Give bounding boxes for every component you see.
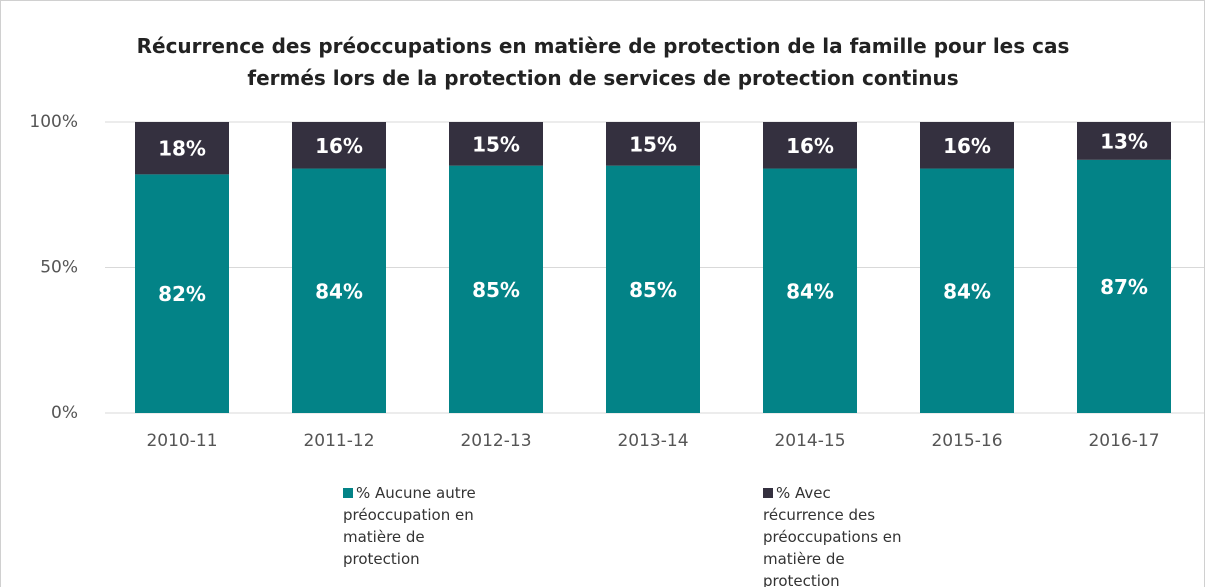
- bar-segment: [135, 122, 229, 175]
- y-tick-label: 50%: [40, 258, 78, 278]
- data-label: 84%: [786, 279, 834, 303]
- x-tick-label: 2011-12: [303, 431, 374, 451]
- data-label: 16%: [786, 134, 834, 158]
- data-label: 82%: [158, 282, 206, 306]
- x-tick-label: 2014-15: [774, 431, 845, 451]
- x-tick-label: 2016-17: [1088, 431, 1159, 451]
- data-label: 85%: [629, 278, 677, 302]
- legend-swatch: [343, 488, 353, 498]
- bar-segment: [449, 122, 543, 166]
- bar-segment: [920, 122, 1014, 169]
- legend-item: % Avec récurrence des préoccupations en …: [763, 482, 913, 587]
- bar-segment: [449, 165, 543, 413]
- legend-swatch: [763, 488, 773, 498]
- bar-segment: [763, 122, 857, 169]
- bar-segment: [920, 168, 1014, 413]
- y-tick-label: 100%: [29, 112, 78, 132]
- data-label: 16%: [943, 134, 991, 158]
- x-tick-label: 2010-11: [146, 431, 217, 451]
- data-label: 18%: [158, 137, 206, 161]
- x-tick-label: 2015-16: [931, 431, 1002, 451]
- y-tick-label: 0%: [51, 403, 78, 423]
- data-label: 15%: [472, 132, 520, 156]
- x-tick-label: 2013-14: [617, 431, 688, 451]
- x-tick-label: 2012-13: [460, 431, 531, 451]
- legend-label: % Aucune autre préoccupation en matière …: [343, 484, 476, 568]
- data-label: 13%: [1100, 129, 1148, 153]
- data-label: 84%: [315, 279, 363, 303]
- bar-segment: [1077, 159, 1171, 413]
- data-label: 15%: [629, 132, 677, 156]
- bar-segment: [1077, 122, 1171, 160]
- bar-segment: [606, 122, 700, 166]
- chart-title: Récurrence des préoccupations en matière…: [136, 34, 1070, 90]
- bar-segment: [292, 122, 386, 169]
- bar-segment: [763, 168, 857, 413]
- bar-segment: [135, 174, 229, 413]
- bar-segment: [292, 168, 386, 413]
- bar-segment: [606, 165, 700, 413]
- legend-label: % Avec récurrence des préoccupations en …: [763, 484, 902, 587]
- data-label: 84%: [943, 279, 991, 303]
- data-label: 16%: [315, 134, 363, 158]
- legend-item: % Aucune autre préoccupation en matière …: [343, 482, 493, 570]
- data-label: 85%: [472, 278, 520, 302]
- data-label: 87%: [1100, 275, 1148, 299]
